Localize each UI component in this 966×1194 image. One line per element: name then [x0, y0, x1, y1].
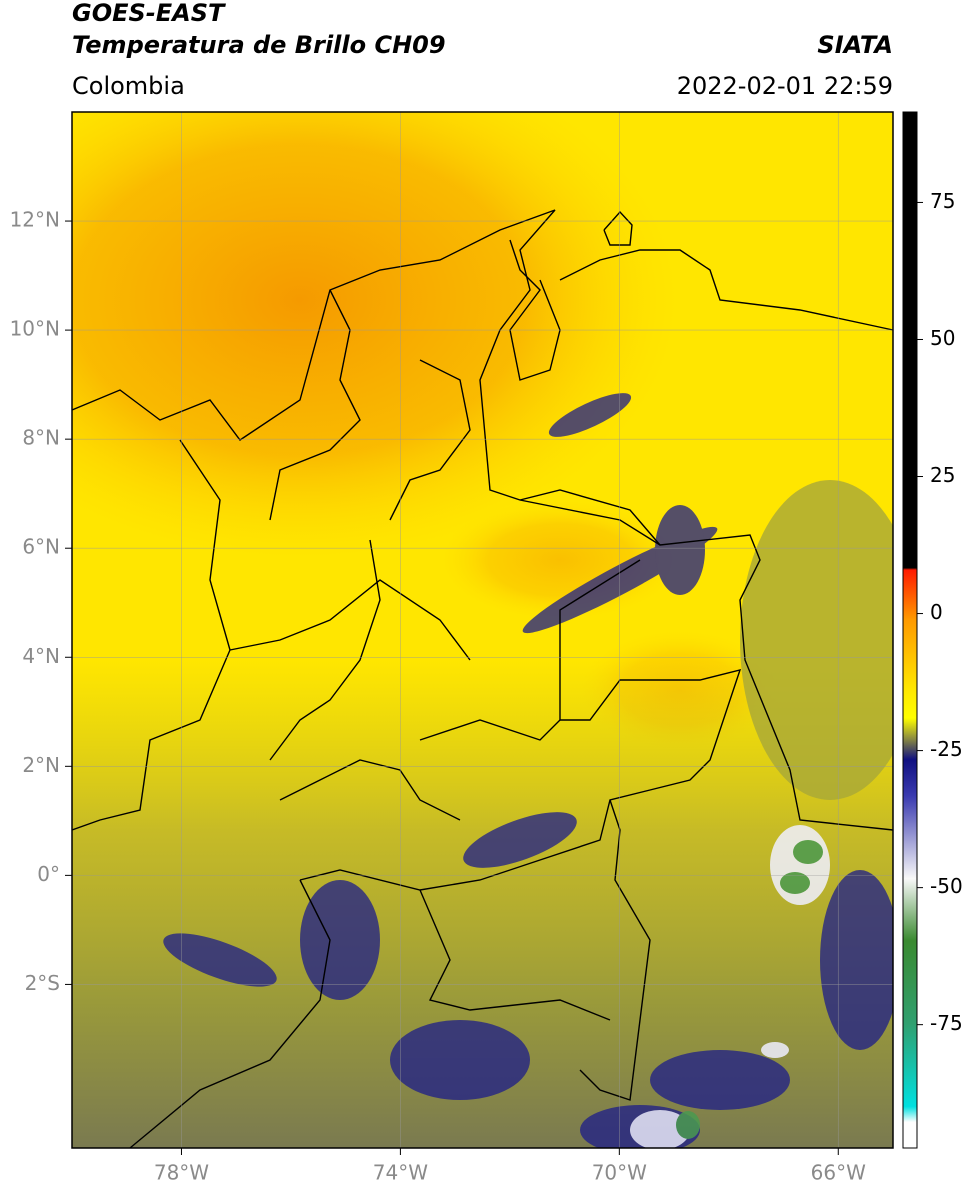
map-frame — [71, 111, 894, 1149]
satellite-image — [72, 112, 893, 1148]
x-tick-label: 78°W — [154, 1161, 209, 1185]
region: Colombia — [72, 72, 185, 100]
y-tick-label: 2°S — [25, 971, 60, 995]
datetime: 2022-02-01 22:59 — [677, 72, 893, 100]
x-tick-label: 66°W — [811, 1161, 866, 1185]
grid — [72, 112, 893, 1148]
source: SIATA — [817, 31, 893, 59]
y-tick-label: 12°N — [10, 208, 60, 232]
subtitle: Temperatura de Brillo CH09 — [72, 31, 446, 59]
y-tick-label: 8°N — [22, 426, 60, 450]
colorbar-tick-label: -50 — [930, 874, 963, 898]
y-tick-label: 10°N — [10, 317, 60, 341]
colorbar-tick-label: 75 — [930, 189, 955, 213]
colorbar-tick-label: 0 — [930, 600, 943, 624]
colorbar-tick-label: 50 — [930, 326, 955, 350]
borders — [72, 209, 893, 1148]
x-tick-label: 70°W — [592, 1161, 647, 1185]
x-tick-label: 74°W — [373, 1161, 428, 1185]
y-tick-label: 4°N — [22, 644, 60, 668]
y-tick-label: 6°N — [22, 535, 60, 559]
colorbar-tick-label: 25 — [930, 463, 955, 487]
y-tick-label: 0° — [37, 862, 60, 886]
colorbar-tick-label: -75 — [930, 1011, 963, 1035]
title: GOES-EAST — [72, 0, 226, 27]
colorbar-tick-label: -25 — [930, 737, 963, 761]
y-tick-label: 2°N — [22, 753, 60, 777]
colorbar — [902, 111, 918, 1149]
